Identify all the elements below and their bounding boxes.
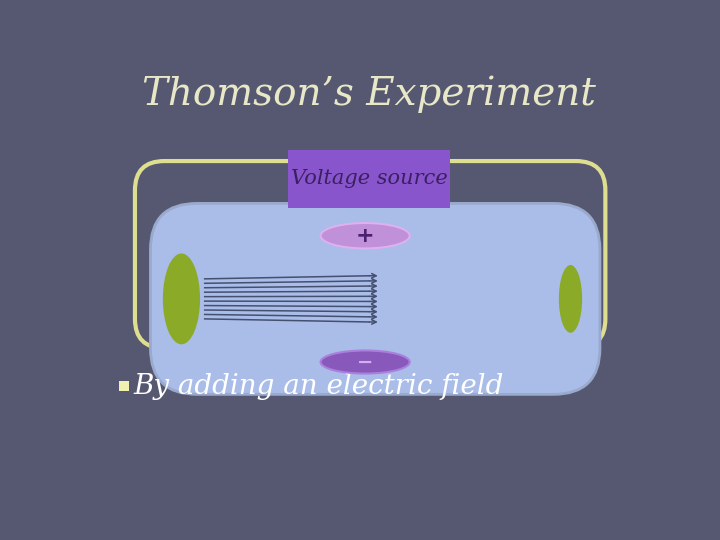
- Ellipse shape: [320, 223, 410, 248]
- Text: Voltage source: Voltage source: [291, 169, 447, 188]
- Text: Thomson’s Experiment: Thomson’s Experiment: [142, 75, 596, 113]
- Bar: [120, 381, 129, 390]
- Text: −: −: [357, 353, 373, 372]
- FancyBboxPatch shape: [150, 204, 600, 394]
- Text: By adding an electric field: By adding an electric field: [133, 373, 504, 400]
- Text: +: +: [356, 226, 374, 246]
- Ellipse shape: [163, 253, 200, 345]
- Ellipse shape: [320, 350, 410, 374]
- FancyBboxPatch shape: [287, 150, 451, 208]
- Ellipse shape: [559, 265, 582, 333]
